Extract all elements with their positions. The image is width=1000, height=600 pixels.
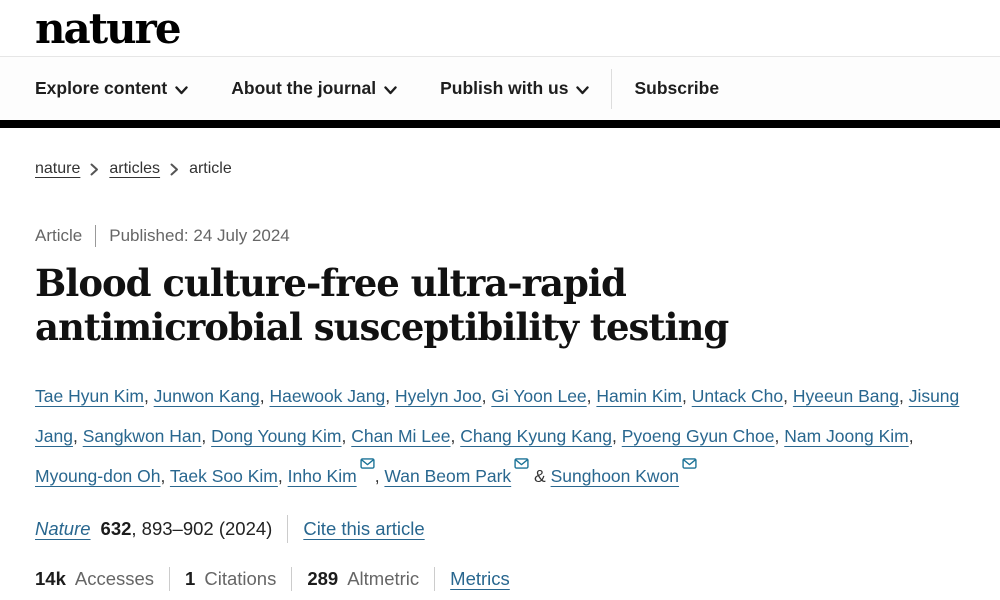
chevron-right-icon: [170, 163, 179, 176]
metric-label-altmetric: Altmetric: [347, 567, 420, 589]
author-separator: ,: [72, 425, 83, 446]
metric-divider: [169, 566, 171, 591]
nav-item-label: About the journal: [231, 78, 377, 98]
nav-item-about-the-journal[interactable]: About the journal: [231, 78, 397, 99]
author-link[interactable]: Gi Yoon Lee: [491, 385, 587, 406]
author-separator: ,: [612, 425, 622, 446]
author-link[interactable]: Haewook Jang: [269, 385, 386, 406]
author-link[interactable]: Jisung Jang: [35, 385, 960, 446]
chevron-down-icon: [175, 85, 188, 94]
email-icon[interactable]: [514, 458, 529, 479]
nav-item-label: Publish with us: [440, 78, 569, 98]
article-type-label: Article: [35, 226, 83, 245]
citation-line: Nature 632 , 893–902 (2024) Cite this ar…: [35, 514, 965, 543]
author-separator: ,: [259, 385, 270, 406]
header-black-bar: [0, 120, 1000, 128]
nav-item-publish-with-us[interactable]: Publish with us: [440, 78, 590, 99]
author-link[interactable]: Wan Beom Park: [384, 465, 512, 486]
author-link[interactable]: Inho Kim: [287, 465, 357, 486]
breadcrumb-item-nature[interactable]: nature: [35, 160, 81, 177]
meta-divider: [95, 225, 97, 247]
article-meta: Article Published: 24 July 2024: [35, 225, 965, 247]
author-separator: ,: [374, 465, 385, 486]
article-title: Blood culture-free ultra-rapid antimicro…: [35, 261, 729, 350]
author-separator: ,: [385, 385, 395, 406]
chevron-down-icon: [384, 85, 397, 94]
chevron-down-icon: [576, 85, 590, 94]
author-link[interactable]: Myoung-don Oh: [35, 465, 161, 486]
published-date: 24 July 2024: [193, 226, 290, 245]
author-link[interactable]: Hamin Kim: [596, 385, 682, 406]
author-link[interactable]: Tae Hyun Kim: [35, 385, 144, 406]
author-separator: ,: [450, 425, 461, 446]
author-separator: ,: [898, 385, 909, 406]
author-separator: ,: [160, 465, 170, 486]
author-separator: ,: [277, 465, 288, 486]
author-separator: ,: [681, 385, 692, 406]
nature-logo[interactable]: nature: [35, 4, 182, 53]
subscribe-link[interactable]: Subscribe: [634, 78, 720, 98]
article-page: nature articles article Article Published:…: [0, 160, 1000, 591]
metric-label-accesses: Accesses: [74, 567, 155, 589]
author-list: Tae Hyun Kim, Junwon Kang, Haewook Jang,…: [35, 376, 965, 496]
nav-divider: [611, 68, 613, 109]
metric-value-accesses: 14k: [35, 567, 66, 589]
metric-divider: [434, 566, 436, 591]
breadcrumb-item-articles[interactable]: articles: [109, 160, 161, 177]
author-separator: ,: [783, 385, 793, 406]
metric-value-altmetric: 289: [307, 567, 339, 589]
email-icon[interactable]: [682, 458, 697, 479]
author-link[interactable]: Untack Cho: [691, 385, 784, 406]
author-link[interactable]: Sunghoon Kwon: [550, 465, 680, 486]
published-label: Published:: [109, 226, 189, 245]
author-link[interactable]: Pyoeng Gyun Choe: [621, 425, 775, 446]
chevron-right-icon: [90, 163, 99, 176]
published-info: Published: 24 July 2024: [109, 226, 290, 246]
author-link[interactable]: Taek Soo Kim: [169, 465, 278, 486]
author-separator: ,: [201, 425, 212, 446]
breadcrumb: nature articles article: [35, 160, 965, 178]
metrics-bar: 14k Accesses 1 Citations 289 Altmetric Metrics: [35, 566, 965, 591]
journal-volume: 632: [100, 517, 132, 539]
author-separator: ,: [908, 425, 914, 446]
author-link[interactable]: Hyeeun Bang: [792, 385, 899, 406]
author-link[interactable]: Junwon Kang: [153, 385, 260, 406]
site-header: nature Explore content About the journal P…: [0, 0, 1000, 128]
email-icon[interactable]: [360, 458, 375, 479]
author-link[interactable]: Sangkwon Han: [82, 425, 202, 446]
author-separator: ,: [774, 425, 785, 446]
journal-pages: , 893–902 (2024): [131, 517, 273, 539]
author-link[interactable]: Chang Kyung Kang: [460, 425, 613, 446]
cite-this-article-link[interactable]: Cite this article: [303, 517, 425, 539]
metric-label-citations: Citations: [204, 567, 277, 589]
author-separator: ,: [341, 425, 352, 446]
metrics-link[interactable]: Metrics: [450, 567, 510, 589]
main-nav: Explore content About the journal Publish …: [0, 57, 1000, 120]
nav-item-label: Explore content: [35, 78, 168, 98]
author-separator: ,: [481, 385, 492, 406]
author-separator: &: [529, 465, 551, 486]
author-link[interactable]: Nam Joong Kim: [784, 425, 909, 446]
metric-value-citations: 1: [185, 567, 196, 589]
logo-row: nature: [0, 0, 1000, 57]
author-link[interactable]: Chan Mi Lee: [351, 425, 451, 446]
author-separator: ,: [586, 385, 597, 406]
metric-divider: [291, 566, 293, 591]
author-separator: ,: [143, 385, 154, 406]
breadcrumb-item-article: article: [189, 160, 232, 177]
author-link[interactable]: Hyelyn Joo: [394, 385, 482, 406]
journal-link[interactable]: Nature: [35, 517, 91, 539]
citation-divider: [287, 514, 289, 543]
author-link[interactable]: Dong Young Kim: [211, 425, 342, 446]
nav-item-explore-content[interactable]: Explore content: [35, 78, 188, 99]
